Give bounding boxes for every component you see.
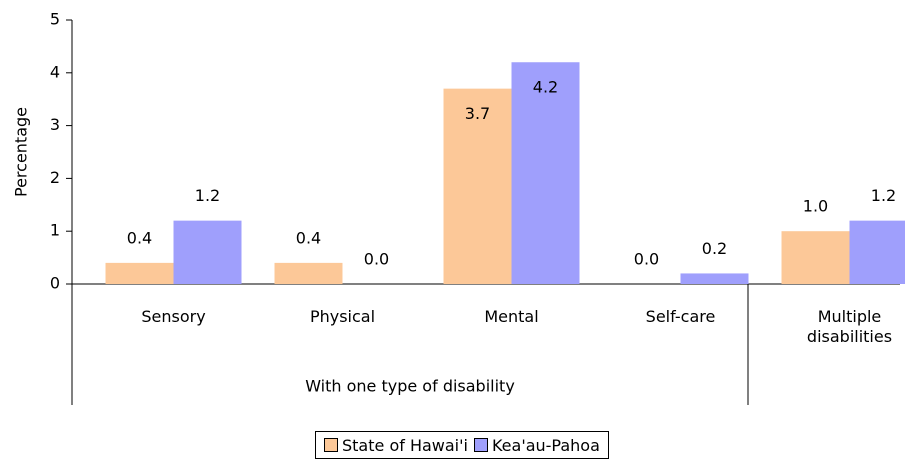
y-tick-label: 0 xyxy=(50,274,60,293)
y-tick-label: 4 xyxy=(50,62,60,81)
y-tick-label: 5 xyxy=(50,10,60,29)
legend-label: State of Hawai'i xyxy=(342,435,468,455)
y-tick-label: 1 xyxy=(50,221,60,240)
data-label: 1.2 xyxy=(195,186,220,205)
data-label: 1.0 xyxy=(803,197,828,216)
data-label: 4.2 xyxy=(533,78,558,97)
y-tick-label: 3 xyxy=(50,115,60,134)
bar xyxy=(511,62,580,284)
y-axis-label: Percentage xyxy=(12,107,31,197)
x-tick-label: Physical xyxy=(309,307,376,326)
bar xyxy=(849,220,905,284)
legend-label: Kea'au-Pahoa xyxy=(491,435,600,455)
legend-swatch xyxy=(324,438,338,452)
legend: State of Hawai'i Kea'au-Pahoa xyxy=(315,431,609,459)
bar xyxy=(173,220,242,284)
data-label: 3.7 xyxy=(465,104,490,123)
x-tick-label: Self-care xyxy=(645,307,716,326)
bar xyxy=(781,231,850,284)
data-label: 0.0 xyxy=(634,250,659,269)
bar xyxy=(274,262,343,284)
data-label: 0.2 xyxy=(702,239,727,258)
x-tick-label: Mental xyxy=(484,307,539,326)
data-label: 0.0 xyxy=(364,250,389,269)
x-tick-label: Multiple disabilities xyxy=(806,307,893,346)
bar xyxy=(443,88,512,284)
bar xyxy=(105,262,174,284)
data-label: 0.4 xyxy=(127,228,152,247)
legend-swatch xyxy=(473,438,488,452)
y-tick-label: 2 xyxy=(50,168,60,187)
bar xyxy=(680,273,749,284)
group-label: With one type of disability xyxy=(305,377,515,396)
x-tick-label: Sensory xyxy=(141,307,206,326)
data-label: 0.4 xyxy=(296,228,321,247)
data-label: 1.2 xyxy=(871,186,896,205)
